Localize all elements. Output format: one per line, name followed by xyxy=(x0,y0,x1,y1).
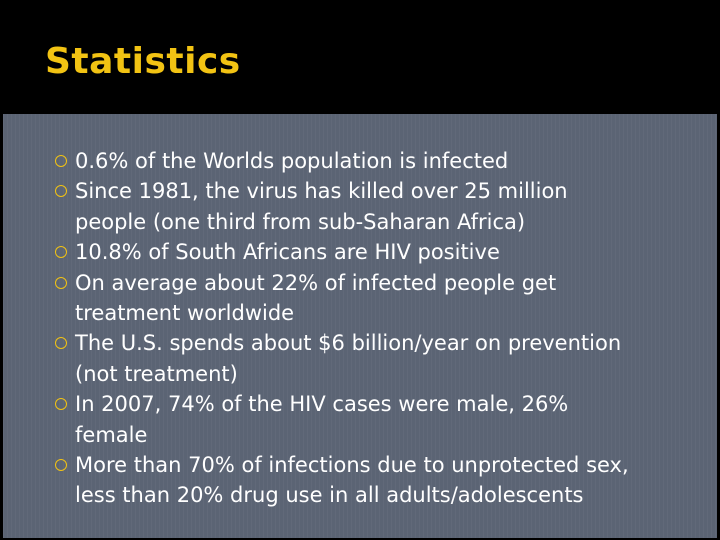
circle-outline-icon xyxy=(55,246,67,259)
title-bar: Statistics xyxy=(0,0,720,112)
bullet-text-line: (not treatment) xyxy=(75,361,238,386)
slide-title: Statistics xyxy=(45,41,241,82)
circle-outline-icon xyxy=(55,276,67,289)
bullet-text-line: 10.8% of South Africans are HIV positive xyxy=(75,240,500,265)
bullet-text-line: The U.S. spends about $6 billion/year on… xyxy=(75,331,622,356)
bullet-text-line: female xyxy=(75,422,148,447)
bullet-text-line: less than 20% drug use in all adults/ado… xyxy=(75,483,584,508)
bullet-text-line: treatment worldwide xyxy=(75,301,295,326)
bullet-item: Since 1981, the virus has killed over 25… xyxy=(52,176,692,237)
bullet-item: 10.8% of South Africans are HIV positive xyxy=(52,237,692,267)
circle-outline-icon xyxy=(55,337,67,350)
circle-outline-icon xyxy=(55,459,67,472)
bullet-item: The U.S. spends about $6 billion/year on… xyxy=(52,328,692,389)
bullet-item: In 2007, 74% of the HIV cases were male,… xyxy=(52,389,692,450)
bullet-text-line: On average about 22% of infected people … xyxy=(75,270,557,295)
bullet-item: On average about 22% of infected people … xyxy=(52,268,692,329)
bullet-item: More than 70% of infections due to unpro… xyxy=(52,450,692,511)
bullet-list: 0.6% of the Worlds population is infecte… xyxy=(52,146,692,511)
bullet-text-line: More than 70% of infections due to unpro… xyxy=(75,453,629,478)
bullet-item: 0.6% of the Worlds population is infecte… xyxy=(52,146,692,176)
bullet-text-line: In 2007, 74% of the HIV cases were male,… xyxy=(75,392,569,417)
bullet-text-line: people (one third from sub-Saharan Afric… xyxy=(75,209,526,234)
circle-outline-icon xyxy=(55,155,67,167)
content-panel xyxy=(3,114,717,538)
circle-outline-icon xyxy=(55,185,67,198)
bullet-text-line: Since 1981, the virus has killed over 25… xyxy=(75,179,568,204)
bullet-text-line: 0.6% of the Worlds population is infecte… xyxy=(75,149,509,173)
circle-outline-icon xyxy=(55,398,67,411)
